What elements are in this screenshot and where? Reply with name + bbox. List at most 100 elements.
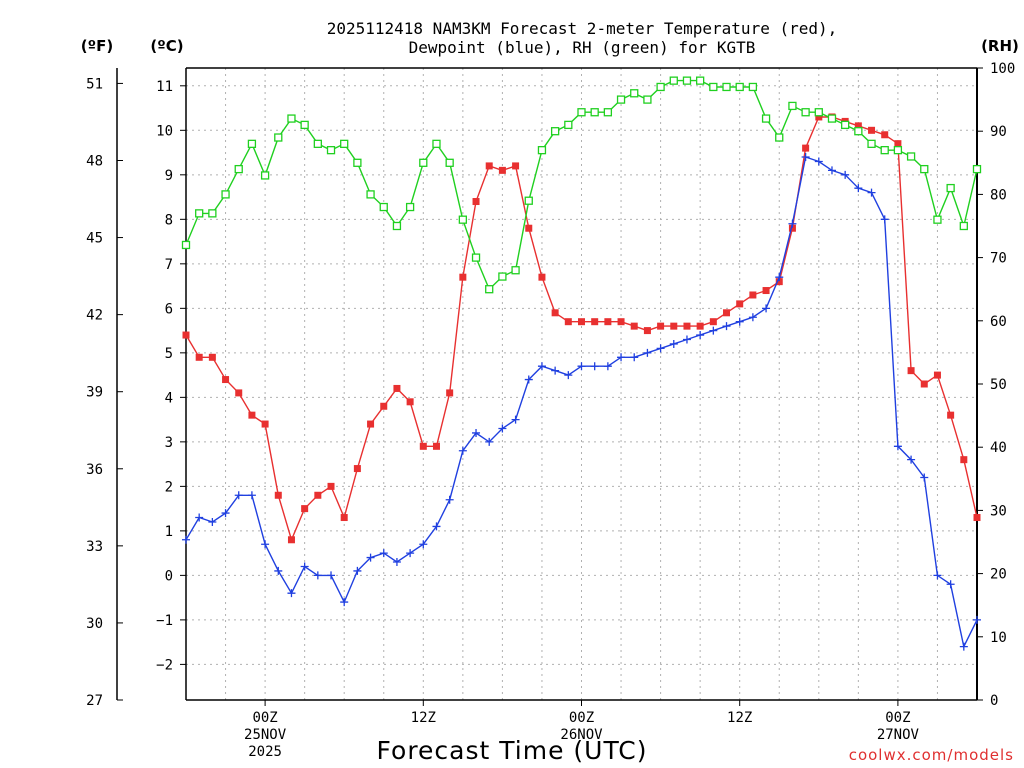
dewpoint-marker (379, 549, 388, 558)
rh-marker (748, 82, 758, 92)
dewpoint-marker (511, 415, 520, 424)
celsius-tick-label: 6 (165, 301, 173, 317)
dewpoint-marker (340, 598, 349, 607)
rh-marker (498, 272, 507, 281)
rh-marker (643, 95, 652, 104)
rh-marker (603, 108, 613, 117)
temperature-marker (485, 162, 493, 170)
temperature-marker (235, 389, 243, 397)
dewpoint-marker (524, 375, 533, 384)
rh-tick-label: 60 (990, 314, 1007, 330)
rh-marker (959, 221, 968, 231)
rh-marker (379, 202, 388, 212)
dewpoint-marker (300, 562, 309, 571)
dewpoint-marker (590, 362, 599, 371)
temperature-marker (894, 140, 902, 148)
dewpoint-marker (577, 362, 586, 371)
rh-marker (735, 82, 744, 92)
rh-tick-label: 90 (990, 124, 1007, 140)
chart-title-line1: 2025112418 NAM3KM Forecast 2-meter Tempe… (327, 19, 838, 38)
x-tick-label: 00Z (569, 710, 594, 726)
dewpoint-marker (313, 571, 322, 580)
temperature-marker (762, 287, 770, 295)
rh-marker (577, 108, 586, 117)
rh-marker (485, 285, 494, 294)
dewpoint-marker (630, 353, 639, 362)
fahrenheit-tick-label: 45 (86, 231, 103, 247)
temperature-marker (274, 491, 282, 499)
dewpoint-marker (485, 437, 494, 446)
rh-marker (366, 190, 375, 199)
rh-marker (445, 158, 454, 167)
temperature-marker (406, 398, 414, 406)
rh-marker (340, 139, 349, 148)
celsius-tick-label: 9 (165, 168, 173, 184)
rh-marker (511, 266, 520, 275)
temperature-marker (459, 273, 467, 281)
dewpoint-marker (392, 558, 401, 567)
temperature-marker (960, 456, 968, 464)
rh-marker (247, 139, 257, 148)
x-tick-label: 00Z (885, 710, 910, 726)
rh-marker (208, 209, 217, 218)
dewpoint-marker (959, 642, 968, 651)
rh-marker (669, 76, 678, 85)
rh-marker (181, 240, 191, 250)
temperature-marker (182, 331, 190, 339)
rh-marker (709, 82, 718, 92)
dewpoint-marker (564, 371, 573, 380)
dewpoint-marker (221, 509, 230, 518)
dewpoint-marker (419, 540, 428, 549)
rh-marker (656, 82, 665, 92)
dewpoint-marker (247, 491, 256, 500)
temperature-marker (868, 126, 876, 134)
rh-marker (946, 183, 955, 193)
temperature-marker (472, 198, 480, 206)
fahrenheit-tick-label: 33 (86, 539, 103, 555)
celsius-tick-label: 0 (165, 568, 173, 584)
temperature-marker (683, 322, 691, 330)
temperature-marker (367, 420, 375, 428)
dewpoint-marker (709, 326, 718, 335)
rh-marker (287, 114, 296, 123)
x-tick-date: 27NOV (877, 727, 920, 743)
rh-marker (827, 114, 837, 123)
dewpoint-marker (472, 428, 481, 437)
dewpoint-marker (854, 184, 863, 193)
dewpoint-marker (261, 540, 270, 549)
dewpoint-marker (617, 353, 626, 362)
dewpoint-marker (234, 491, 243, 500)
temperature-marker (564, 318, 572, 326)
temperature-marker (512, 162, 520, 170)
rh-marker (841, 120, 850, 130)
x-tick-date: 25NOV (244, 727, 287, 743)
temperature-marker (617, 318, 625, 326)
rh-marker (854, 127, 863, 136)
fahrenheit-tick-label: 51 (86, 76, 103, 92)
temperature-marker (432, 442, 440, 450)
temperature-marker (947, 411, 955, 419)
rh-marker (221, 190, 230, 199)
celsius-tick-label: 8 (165, 212, 173, 228)
series-1 (182, 153, 981, 651)
dewpoint-marker (827, 166, 836, 175)
axes: −2−1012345678910112730333639424548510102… (86, 61, 1015, 760)
rh-marker (392, 221, 402, 231)
temperature-marker (933, 371, 941, 379)
rh-marker (313, 139, 322, 148)
x-axis-label: Forecast Time (UTC) (377, 736, 648, 765)
rh-marker (880, 146, 889, 155)
dewpoint-marker (814, 157, 823, 166)
temperature-marker (380, 402, 388, 410)
temperature-marker (195, 353, 203, 361)
rh-marker (353, 158, 362, 167)
temperature-marker (222, 376, 230, 384)
rh-marker (801, 108, 810, 117)
temperature-marker (920, 380, 928, 388)
chart-title-line2: Dewpoint (blue), RH (green) for KGTB (409, 38, 756, 57)
dewpoint-marker (973, 615, 981, 624)
temperature-marker (261, 420, 269, 428)
dewpoint-marker (498, 424, 507, 433)
dewpoint-marker (445, 495, 454, 504)
dewpoint-marker (287, 589, 296, 598)
